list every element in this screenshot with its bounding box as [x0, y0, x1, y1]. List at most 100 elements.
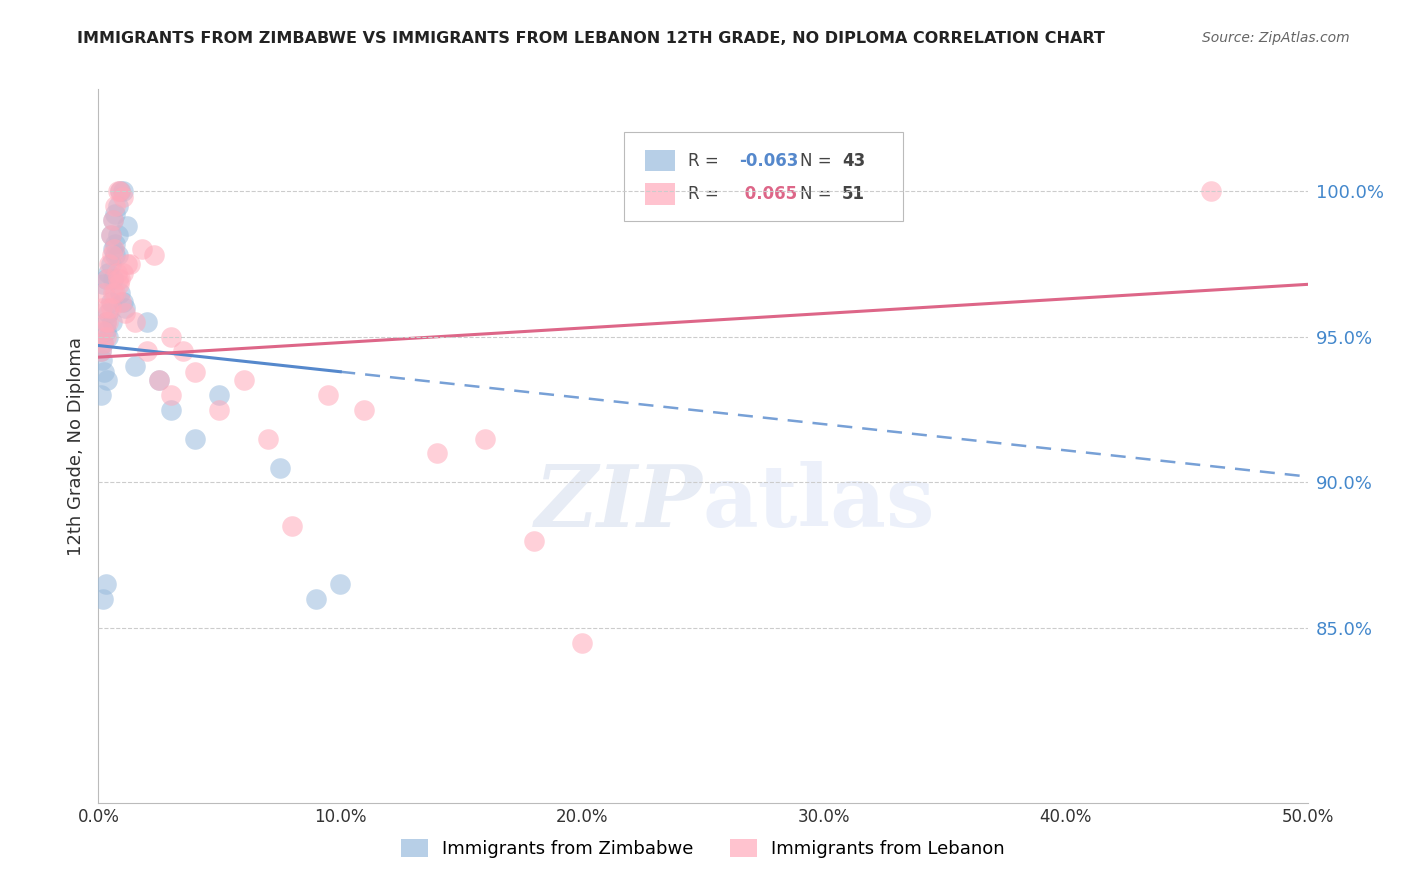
- Point: [329, 577, 352, 591]
- Point: [426, 446, 449, 460]
- Point: [571, 635, 593, 649]
- Point: [90, 388, 112, 402]
- Point: [96, 374, 118, 388]
- Point: [111, 294, 134, 309]
- Point: [100, 257, 122, 271]
- Point: [108, 277, 131, 292]
- Point: [104, 199, 127, 213]
- Point: [184, 365, 207, 379]
- Point: [1199, 184, 1222, 198]
- Text: N =: N =: [800, 186, 831, 203]
- Point: [101, 271, 124, 285]
- Point: [131, 243, 153, 257]
- Point: [100, 227, 122, 242]
- Legend: Immigrants from Zimbabwe, Immigrants from Lebanon: Immigrants from Zimbabwe, Immigrants fro…: [394, 831, 1012, 865]
- Point: [97, 266, 120, 280]
- Point: [110, 294, 132, 309]
- Point: [94, 315, 117, 329]
- Point: [124, 315, 146, 329]
- Point: [160, 402, 183, 417]
- Point: [111, 190, 134, 204]
- Bar: [645, 150, 675, 171]
- Y-axis label: 12th Grade, No Diploma: 12th Grade, No Diploma: [66, 336, 84, 556]
- Point: [90, 344, 112, 359]
- Point: [104, 236, 127, 251]
- Point: [97, 330, 120, 344]
- Point: [100, 294, 122, 309]
- Point: [281, 519, 304, 533]
- Point: [118, 257, 141, 271]
- Text: N =: N =: [800, 152, 831, 169]
- Point: [353, 402, 375, 417]
- Point: [100, 248, 122, 262]
- Point: [135, 315, 157, 329]
- Point: [124, 359, 146, 373]
- Text: 0.065: 0.065: [740, 186, 797, 203]
- Point: [108, 286, 131, 301]
- Point: [91, 335, 114, 350]
- Point: [94, 577, 117, 591]
- Point: [117, 257, 139, 271]
- Text: -0.063: -0.063: [740, 152, 799, 169]
- Point: [208, 388, 231, 402]
- Point: [93, 286, 115, 301]
- Point: [148, 374, 170, 388]
- Point: [135, 344, 157, 359]
- Point: [107, 248, 129, 262]
- Point: [91, 335, 114, 350]
- FancyBboxPatch shape: [624, 132, 903, 221]
- Point: [269, 460, 291, 475]
- Point: [97, 306, 120, 320]
- Point: [143, 248, 166, 262]
- Point: [98, 257, 121, 271]
- Point: [108, 184, 131, 198]
- Point: [101, 213, 124, 227]
- Point: [91, 353, 114, 368]
- Point: [91, 301, 114, 315]
- Point: [111, 184, 134, 198]
- Point: [91, 277, 114, 292]
- Text: R =: R =: [689, 152, 720, 169]
- Text: Source: ZipAtlas.com: Source: ZipAtlas.com: [1202, 31, 1350, 45]
- Point: [101, 286, 124, 301]
- Text: R =: R =: [689, 186, 720, 203]
- Text: 43: 43: [842, 152, 865, 169]
- Point: [94, 271, 117, 285]
- Point: [103, 243, 125, 257]
- Point: [91, 324, 114, 338]
- Point: [316, 388, 339, 402]
- Point: [94, 324, 117, 338]
- Point: [160, 330, 183, 344]
- Point: [100, 301, 122, 315]
- Point: [474, 432, 496, 446]
- Point: [160, 388, 183, 402]
- Point: [100, 227, 122, 242]
- Point: [232, 374, 254, 388]
- Point: [107, 184, 129, 198]
- Point: [100, 315, 122, 329]
- Point: [208, 402, 231, 417]
- Point: [93, 365, 115, 379]
- Point: [305, 591, 328, 606]
- Bar: [645, 184, 675, 205]
- Point: [117, 219, 139, 233]
- Point: [104, 248, 127, 262]
- Point: [107, 227, 129, 242]
- Point: [108, 271, 131, 285]
- Point: [184, 432, 207, 446]
- Point: [105, 266, 128, 280]
- Point: [94, 315, 117, 329]
- Point: [172, 344, 194, 359]
- Point: [90, 344, 112, 359]
- Point: [94, 330, 117, 344]
- Text: IMMIGRANTS FROM ZIMBABWE VS IMMIGRANTS FROM LEBANON 12TH GRADE, NO DIPLOMA CORRE: IMMIGRANTS FROM ZIMBABWE VS IMMIGRANTS F…: [77, 31, 1105, 46]
- Point: [91, 591, 114, 606]
- Point: [114, 301, 136, 315]
- Point: [101, 243, 124, 257]
- Point: [107, 271, 129, 285]
- Point: [111, 266, 134, 280]
- Point: [97, 315, 120, 329]
- Point: [101, 213, 124, 227]
- Point: [523, 533, 546, 548]
- Point: [107, 199, 129, 213]
